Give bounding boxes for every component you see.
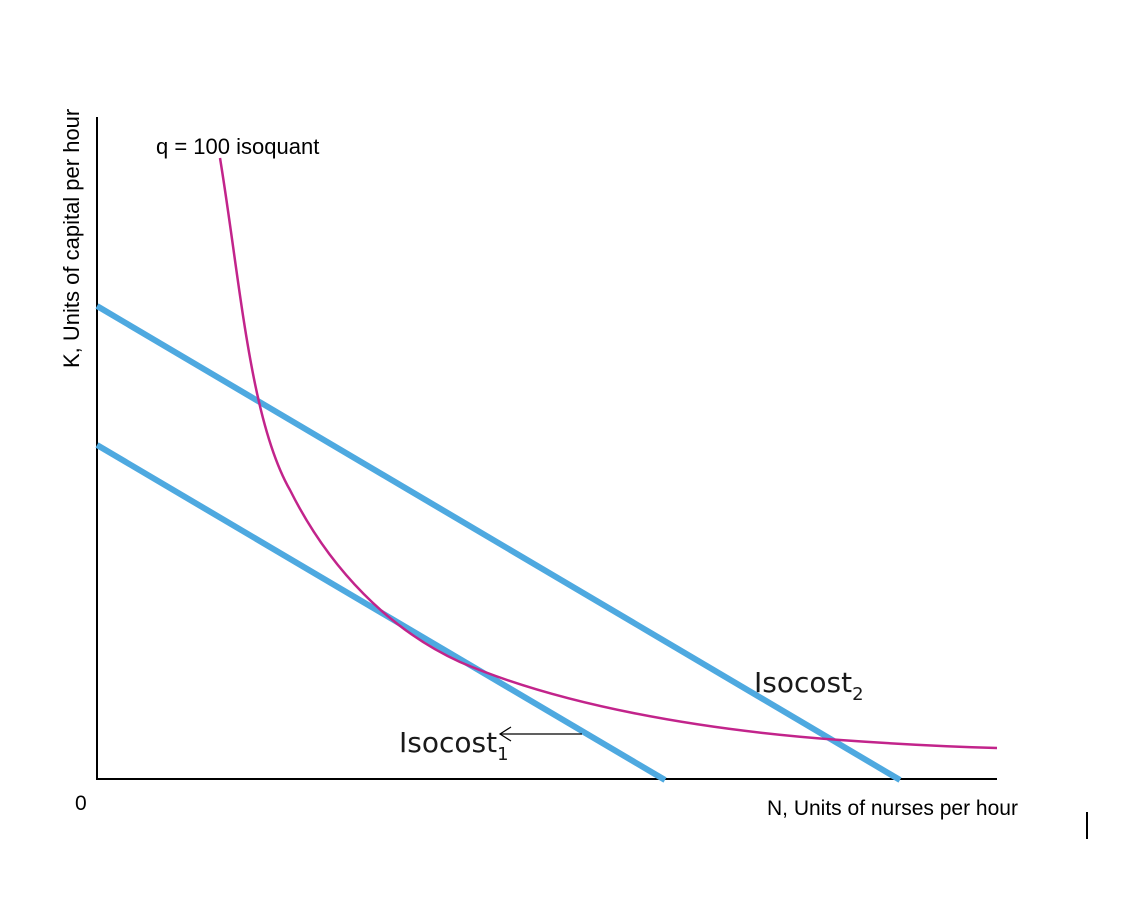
isocost-2-label-text: Isocost xyxy=(754,666,852,699)
isocost-1-subscript: 1 xyxy=(497,744,508,765)
isocost-2-subscript: 2 xyxy=(852,684,863,705)
isocost-2-label: Isocost2 xyxy=(754,666,864,705)
isocost-2-line xyxy=(95,303,902,783)
isocost-1-line xyxy=(95,442,667,783)
isocost-1-arrowhead xyxy=(498,726,512,742)
x-axis-label: N, Units of nurses per hour xyxy=(767,797,1018,820)
isoquant-label: q = 100 isoquant xyxy=(156,134,319,159)
isocost-1-label: Isocost1 xyxy=(399,726,509,765)
y-axis-label: K, Units of capital per hour xyxy=(59,109,84,368)
isocost-1-label-text: Isocost xyxy=(399,726,497,759)
origin-label: 0 xyxy=(75,792,87,815)
isoquant-curve xyxy=(218,157,998,750)
